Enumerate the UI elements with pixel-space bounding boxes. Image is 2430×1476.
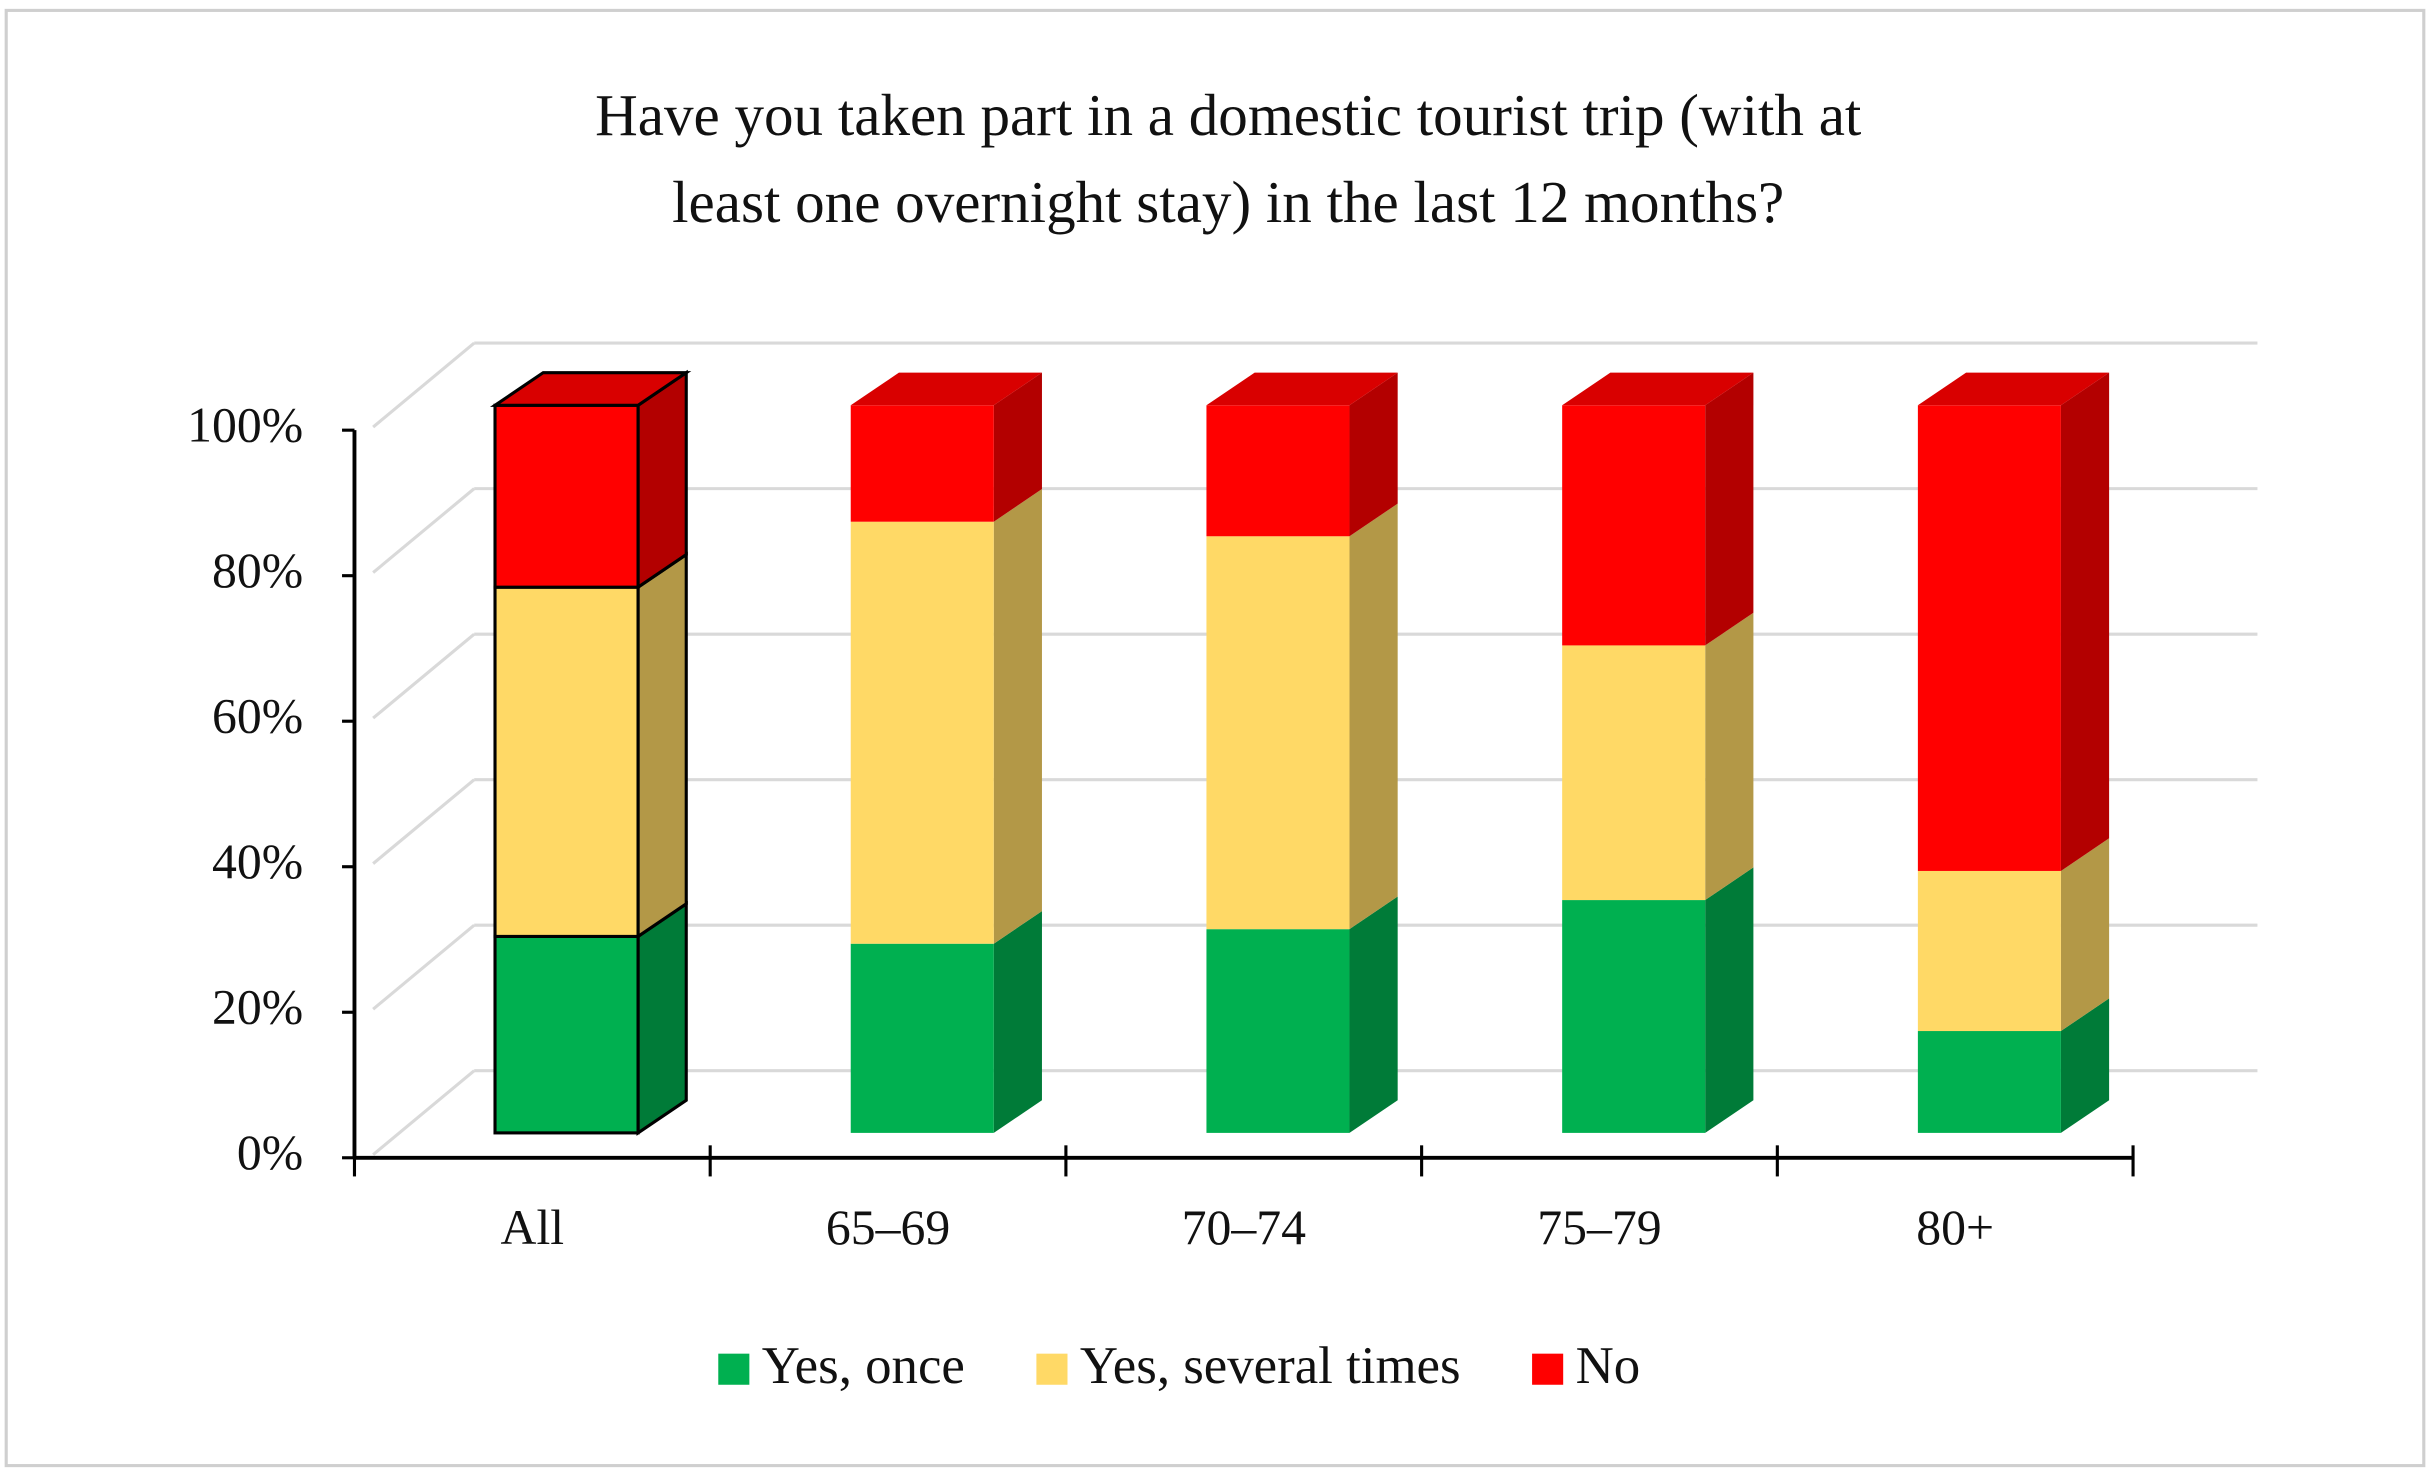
bar-segment xyxy=(1562,645,1706,901)
legend-swatch xyxy=(1532,1353,1564,1385)
bar-side xyxy=(993,489,1042,944)
grid-line-depth xyxy=(372,1069,476,1156)
bar-segment xyxy=(493,934,640,1135)
bar-side xyxy=(1349,503,1398,930)
bar-segment xyxy=(1562,900,1706,1133)
x-tick-label: All xyxy=(501,1200,565,1255)
bar-top xyxy=(489,371,692,407)
y-tick-label: 100% xyxy=(187,398,303,453)
bar-top xyxy=(850,372,1042,406)
legend-label: Yes, several times xyxy=(1080,1337,1461,1395)
legend-swatch xyxy=(718,1353,750,1385)
grid-line-depth xyxy=(372,923,476,1011)
bar-segment xyxy=(850,943,994,1133)
bar-segment xyxy=(1206,536,1350,930)
y-tick-label: 20% xyxy=(212,980,303,1035)
x-tick-label: 65–69 xyxy=(826,1200,950,1255)
bar-side xyxy=(2060,998,2110,1133)
bar-side xyxy=(993,911,1042,1133)
bar-segment xyxy=(850,521,994,944)
bar-side xyxy=(636,369,688,591)
bar-side xyxy=(2060,372,2110,871)
bar-side xyxy=(1705,372,1754,646)
x-tick-label: 70–74 xyxy=(1182,1200,1307,1255)
bar-side xyxy=(636,551,688,940)
x-tick-label: 75–79 xyxy=(1537,1200,1661,1255)
legend-label: No xyxy=(1576,1337,1641,1395)
grid-line-depth xyxy=(372,778,476,865)
bar-side xyxy=(993,372,1042,522)
bar-top xyxy=(1562,372,1754,406)
bar-side xyxy=(1705,612,1754,901)
grid-line-depth xyxy=(372,487,476,574)
bar-segment xyxy=(1206,405,1350,537)
bar-top xyxy=(1206,372,1398,406)
y-tick-label: 60% xyxy=(212,689,303,744)
y-tick-label: 40% xyxy=(212,834,303,889)
y-tick-label: 0% xyxy=(237,1125,303,1180)
bar-segment xyxy=(1917,870,2061,1032)
bar-top xyxy=(1917,372,2110,406)
bar-side xyxy=(2060,838,2110,1032)
bar-segment xyxy=(1206,929,1350,1133)
grid-line-depth xyxy=(372,341,476,429)
y-tick-label: 80% xyxy=(212,543,303,598)
bar-side xyxy=(1349,372,1398,537)
bar-side xyxy=(1349,896,1398,1133)
bar-side xyxy=(636,900,688,1136)
bar-segment xyxy=(1917,1031,2061,1133)
bar-segment xyxy=(850,405,994,522)
chart-title: Have you taken part in a domestic touris… xyxy=(595,81,1862,234)
bar-segment xyxy=(1917,405,2061,871)
legend-swatch xyxy=(1036,1353,1068,1385)
legend-label: Yes, once xyxy=(762,1337,965,1395)
grid-line-depth xyxy=(372,632,476,720)
bar-segment xyxy=(493,403,640,589)
x-tick-label: 80+ xyxy=(1916,1200,1994,1255)
bar-segment xyxy=(1562,405,1706,646)
bar-side xyxy=(1705,867,1754,1133)
bar-segment xyxy=(493,585,640,938)
